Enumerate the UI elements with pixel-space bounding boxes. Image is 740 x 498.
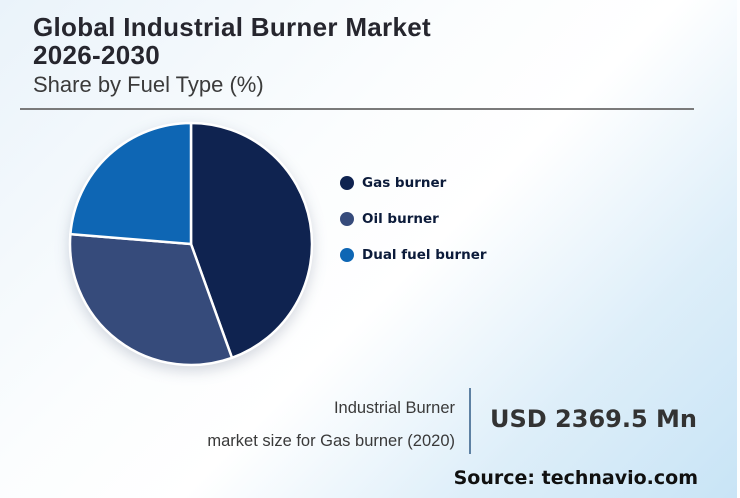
- pie-slice-oil-burner: [68, 232, 234, 367]
- stat-value: USD 2369.5 Mn: [490, 405, 697, 433]
- legend-item-dual-fuel-burner: Dual fuel burner: [340, 242, 487, 268]
- right-edge-strip: [737, 0, 740, 498]
- legend-swatch-dual-fuel-burner-icon: [340, 248, 354, 262]
- chart-title-line2: 2026-2030: [33, 40, 161, 70]
- legend-swatch-gas-burner-icon: [340, 176, 354, 190]
- header-divider-line: [20, 108, 694, 110]
- legend-item-gas-burner: Gas burner: [340, 170, 487, 196]
- stat-label: Industrial Burner market size for Gas bu…: [207, 392, 455, 458]
- legend-item-oil-burner: Oil burner: [340, 206, 487, 232]
- stat-label-line2: market size for Gas burner (2020): [207, 432, 455, 450]
- legend: Gas burner Oil burner Dual fuel burner: [340, 170, 487, 278]
- pie-slice-dual-fuel-burner: [69, 121, 193, 246]
- source-attribution: Source: technavio.com: [453, 467, 698, 489]
- header: Global Industrial Burner Market 2026-203…: [33, 13, 431, 98]
- legend-label-oil-burner: Oil burner: [362, 211, 439, 227]
- legend-swatch-oil-burner-icon: [340, 212, 354, 226]
- pie-chart-svg: [68, 121, 314, 367]
- legend-label-gas-burner: Gas burner: [362, 175, 447, 191]
- chart-title-line1: Global Industrial Burner Market: [33, 12, 431, 42]
- chart-subtitle: Share by Fuel Type (%): [33, 72, 264, 97]
- legend-label-dual-fuel-burner: Dual fuel burner: [362, 247, 487, 263]
- chart-title: Global Industrial Burner Market 2026-203…: [33, 13, 431, 69]
- pie-slice-gas-burner: [189, 121, 314, 360]
- stat-label-line1: Industrial Burner: [333, 399, 455, 417]
- stat-divider-line: [469, 388, 471, 454]
